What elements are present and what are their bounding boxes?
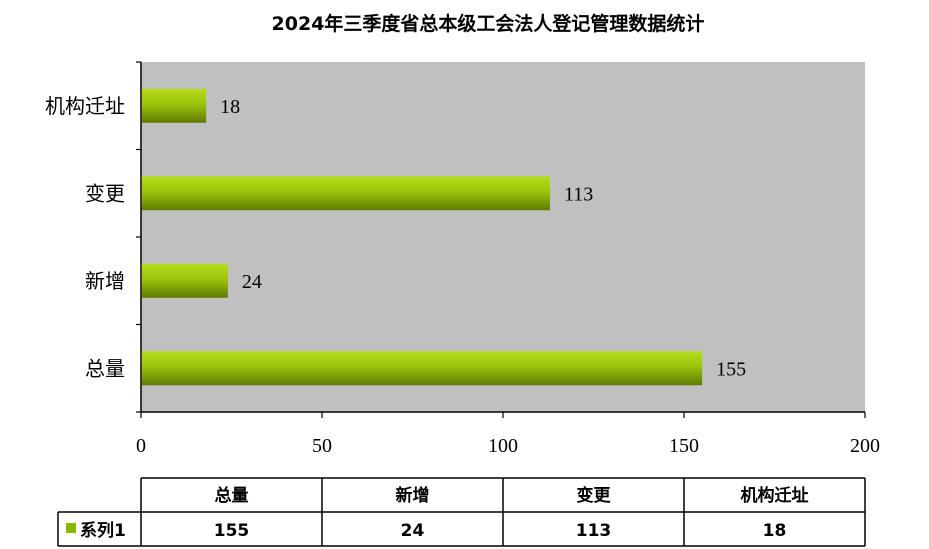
table-value-cell: 24	[401, 521, 425, 541]
table-value-cell: 18	[763, 521, 787, 541]
x-tick-label: 100	[488, 435, 518, 457]
bar	[141, 263, 228, 298]
legend-series-name: 系列1	[80, 520, 126, 541]
x-tick-label: 150	[669, 435, 699, 457]
data-label: 18	[220, 96, 240, 118]
category-label: 新增	[85, 269, 125, 293]
data-table: 总量 155 新增 24 变更 113 机构迁址 18 系列1	[57, 477, 866, 547]
bars	[141, 88, 703, 386]
x-tick-label: 0	[136, 435, 146, 457]
table-value-cell: 155	[214, 521, 250, 541]
category-label: 变更	[85, 181, 125, 205]
table-header-cell: 新增	[396, 485, 430, 506]
bar	[141, 176, 551, 211]
data-label: 24	[242, 271, 262, 293]
table-header-cell: 总量	[215, 485, 249, 506]
table-header-cell: 变更	[577, 485, 612, 506]
bar	[141, 88, 207, 123]
bar	[141, 351, 703, 386]
x-tick-label: 200	[850, 435, 880, 457]
axes	[136, 61, 866, 418]
data-label: 155	[716, 358, 746, 380]
category-label: 总量	[85, 356, 125, 380]
category-label: 机构迁址	[45, 94, 125, 118]
x-tick-label: 50	[312, 435, 332, 457]
legend-key	[66, 523, 76, 533]
chart-title: 2024年三季度省总本级工会法人登记管理数据统计	[272, 12, 705, 35]
table-value-cell: 113	[576, 521, 612, 541]
labels: 0 50 100 150 200 总量 155 新增 24 变更 113 机构迁址 18	[45, 94, 880, 457]
table-header-cell: 机构迁址	[741, 485, 809, 506]
data-label: 113	[564, 183, 593, 205]
